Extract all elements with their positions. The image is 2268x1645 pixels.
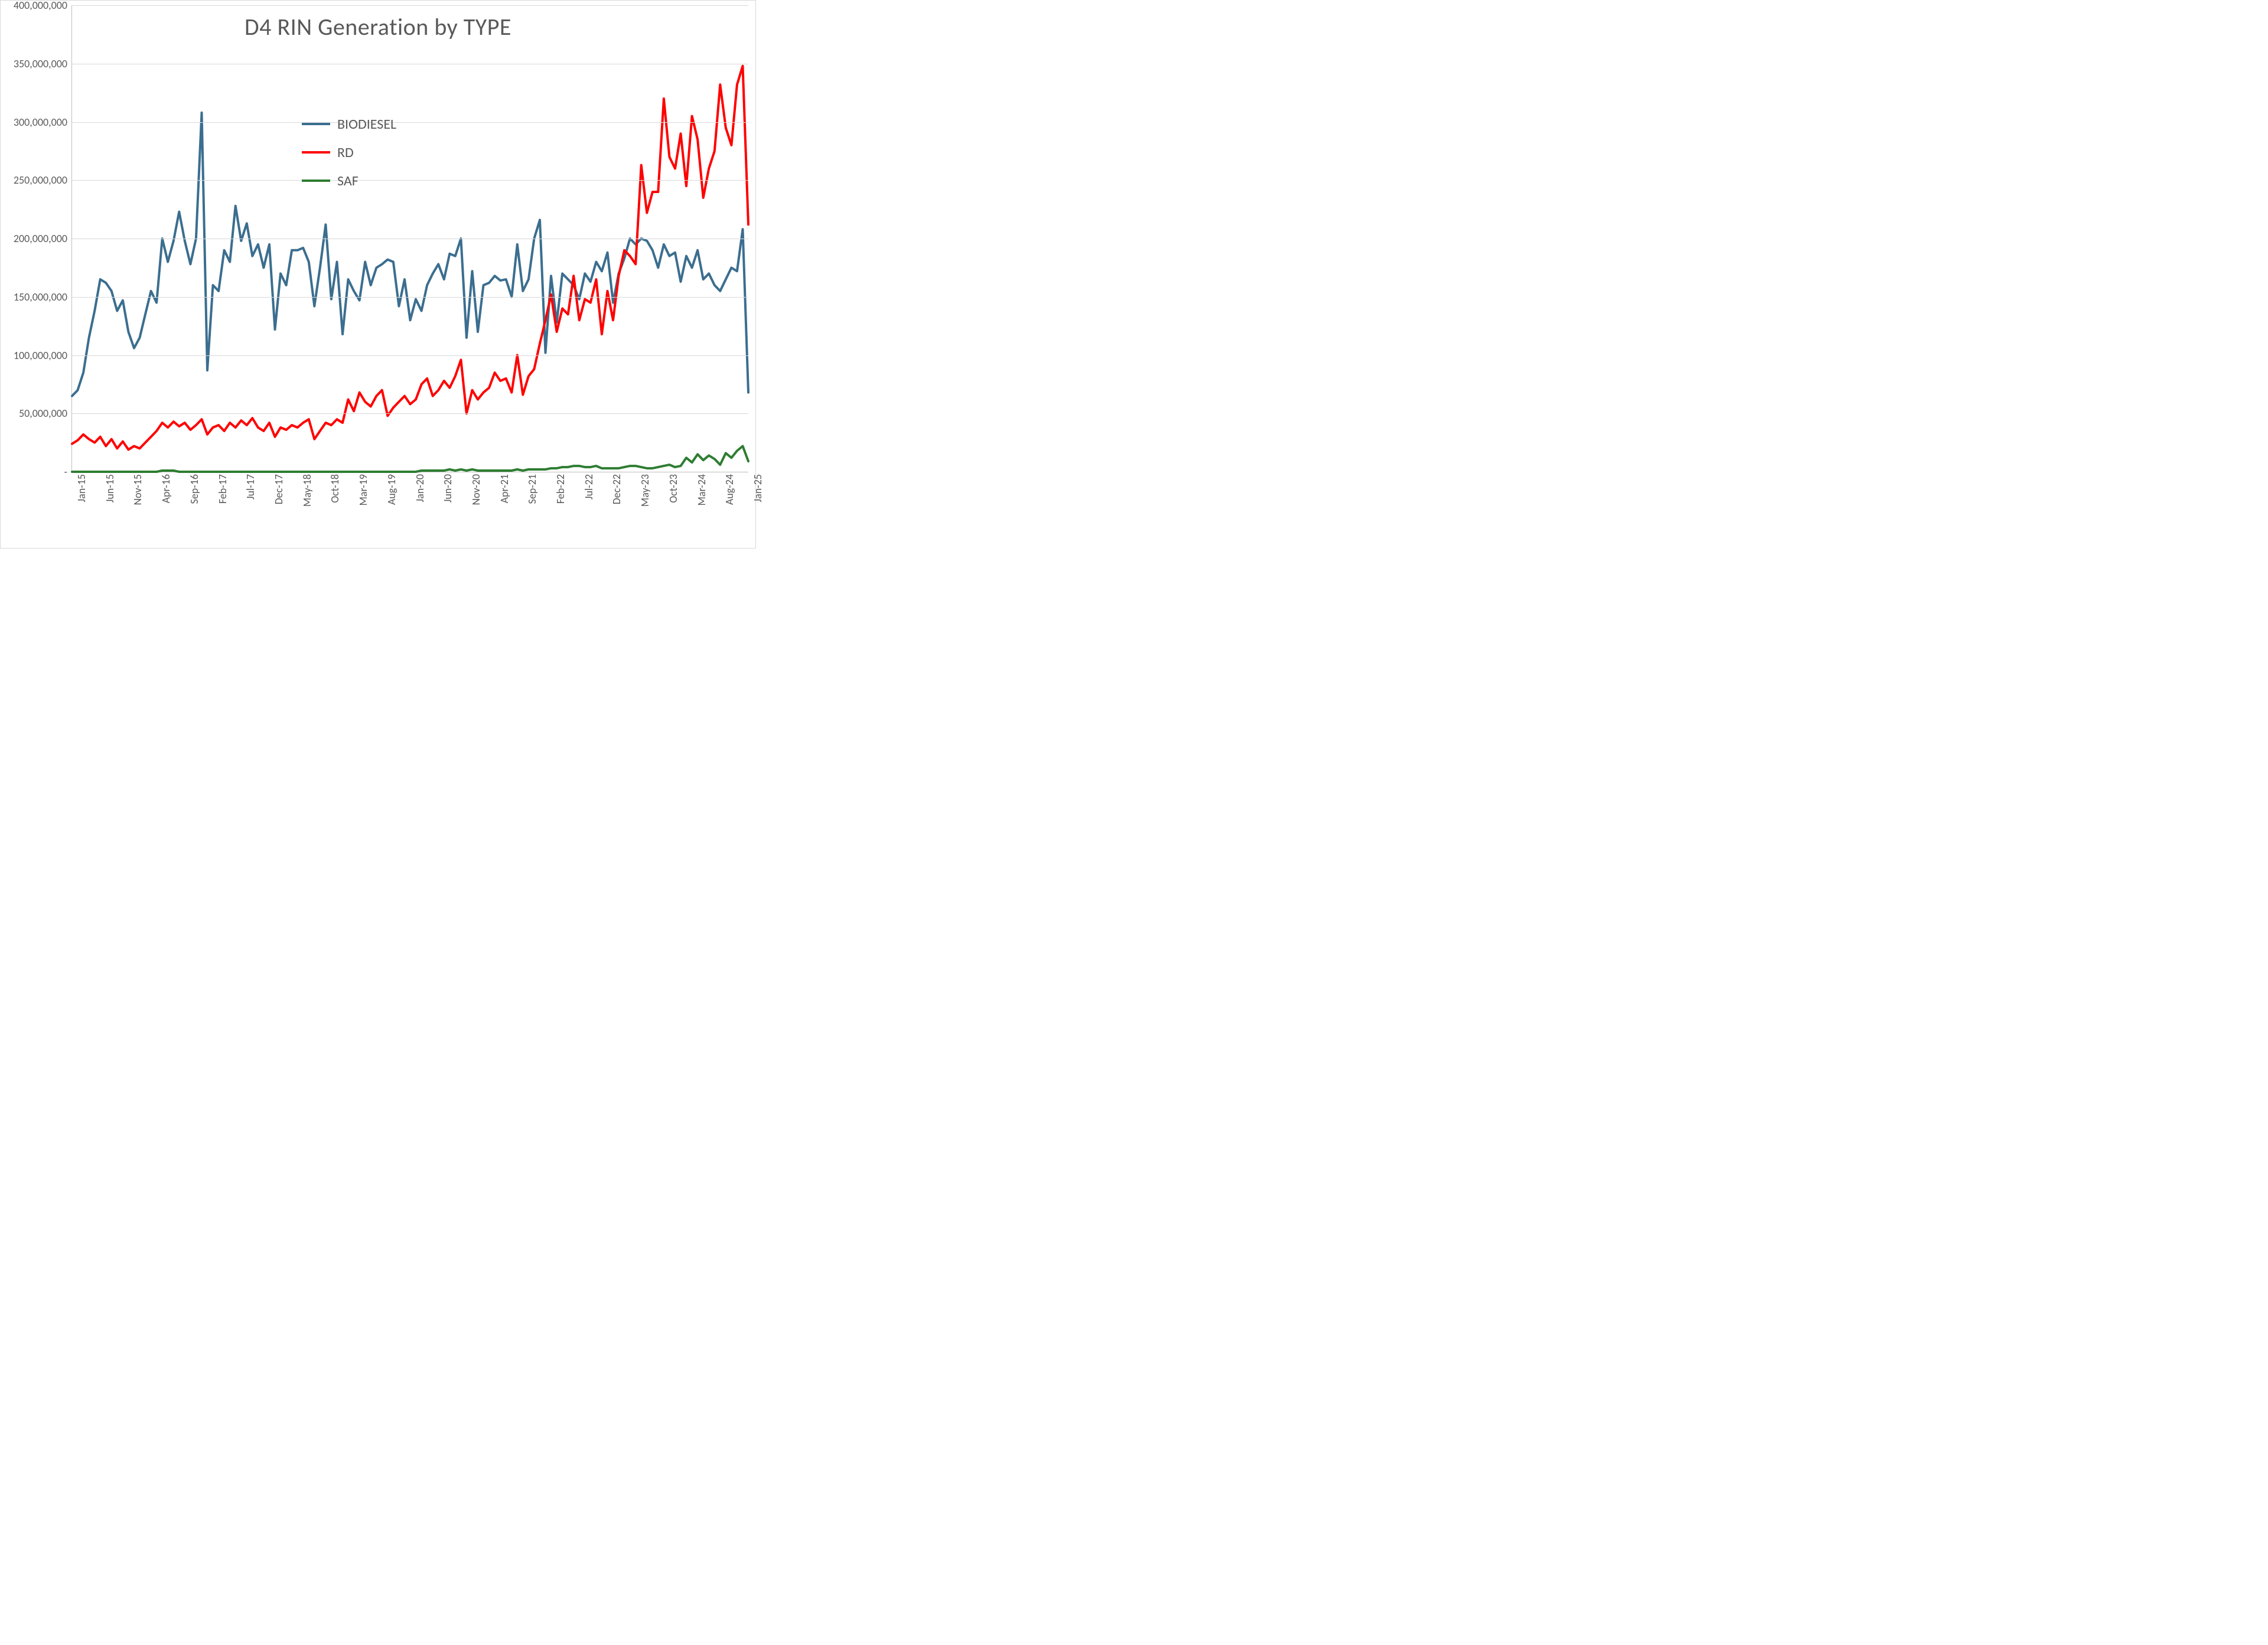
x-axis-label: Jun-20 [441,474,454,502]
x-axis-label: Apr-21 [498,474,511,503]
y-axis-label: 350,000,000 [2,57,67,70]
chart-container: D4 RIN Generation by TYPE BIODIESEL RD S… [0,0,756,549]
y-axis-label: 200,000,000 [2,232,67,245]
x-axis-label: Dec-17 [272,474,285,504]
x-axis-label: Aug-24 [723,474,736,505]
y-axis-label: - [56,465,67,478]
x-axis-label: Jan-20 [413,474,426,502]
gridline [72,122,748,123]
legend-item-rd: RD [302,138,396,167]
y-axis-label: 300,000,000 [2,116,67,129]
series-line-saf [72,446,748,472]
y-axis-label: 50,000,000 [2,407,67,420]
x-axis-label: Feb-22 [554,474,567,504]
x-axis-label: Mar-24 [695,474,708,506]
x-axis-label: Nov-15 [131,474,144,505]
x-axis-label: Mar-19 [357,474,370,506]
y-axis-label: 150,000,000 [2,291,67,303]
series-line-biodiesel [72,113,748,396]
x-axis-label: Sep-21 [526,474,539,504]
gridline [72,297,748,298]
y-axis-label: 250,000,000 [2,174,67,187]
legend-swatch-rd [302,151,330,154]
legend-item-saf: SAF [302,167,396,195]
x-axis-label: Jan-15 [75,474,88,502]
series-line-rd [72,66,748,450]
x-axis-label: Aug-19 [385,474,398,505]
gridline [72,355,748,356]
x-axis-label: Feb-17 [216,474,229,504]
legend-label-saf: SAF [337,172,359,190]
x-axis-label: Apr-16 [159,474,172,503]
legend-label-biodiesel: BIODIESEL [337,116,396,133]
legend-label-rd: RD [337,144,354,161]
x-axis-label: Oct-18 [328,474,341,503]
x-axis-label: Jan-25 [751,474,764,502]
x-axis-label: Dec-22 [610,474,623,504]
x-axis-label: Jun-15 [103,474,116,502]
plot-area [71,5,748,472]
legend: BIODIESEL RD SAF [302,110,396,195]
x-axis-label: Sep-16 [188,474,201,504]
x-axis-label: Jul-22 [582,474,595,500]
x-axis-label: Nov-20 [470,474,483,505]
gridline [72,413,748,414]
y-axis-label: 100,000,000 [2,349,67,362]
legend-swatch-saf [302,179,330,182]
legend-item-biodiesel: BIODIESEL [302,110,396,138]
x-axis-label: May-23 [638,474,651,507]
y-axis-label: 400,000,000 [2,0,67,12]
x-axis-label: May-18 [301,474,314,507]
gridline [72,180,748,181]
x-axis-label: Jul-17 [244,474,257,500]
x-axis-label: Oct-23 [667,474,680,503]
legend-swatch-biodiesel [302,123,330,125]
gridline [72,5,748,6]
